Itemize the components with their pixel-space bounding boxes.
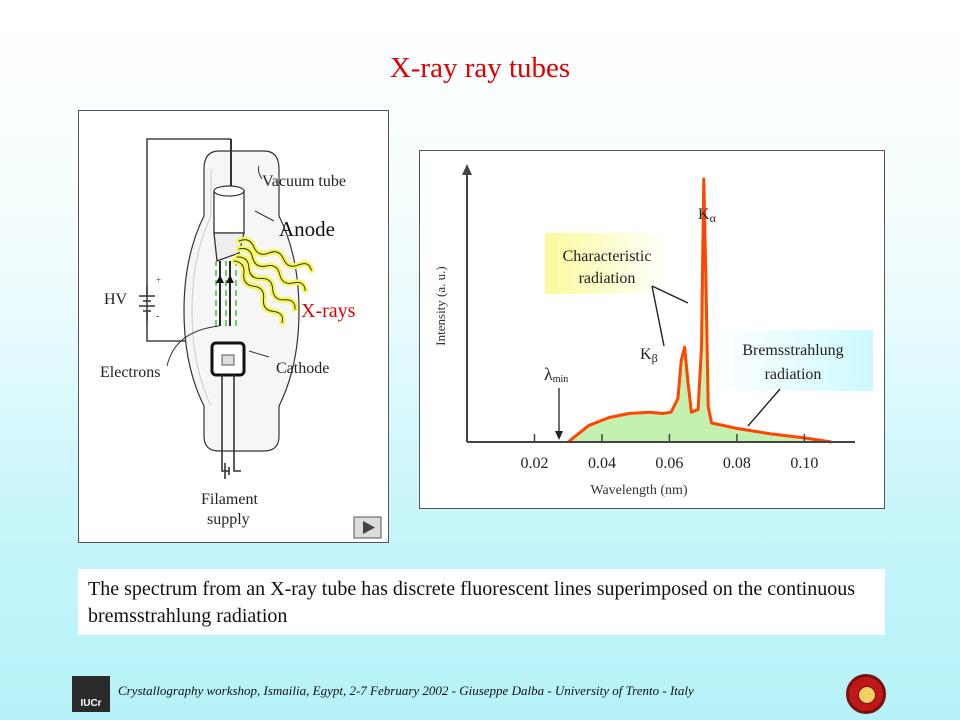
spectrum-chart-panel: 0.02 0.04 0.06 0.08 0.10 Wavelength (nm) Int… (419, 150, 885, 509)
spectrum-chart: 0.02 0.04 0.06 0.08 0.10 Wavelength (nm) Int… (433, 164, 873, 498)
k-alpha-label: Kα (698, 206, 717, 225)
cathode-label: Cathode (276, 360, 329, 377)
svg-text:-: - (156, 311, 159, 322)
spectrum-curve (567, 177, 832, 444)
x-rays-label: X-rays (301, 300, 356, 322)
iucr-logo: IUCr (72, 676, 110, 712)
electron-beams (215, 261, 237, 326)
y-axis-arrow (462, 164, 472, 175)
svg-text:+: + (156, 275, 161, 285)
x-tick-label: 0.02 (520, 455, 548, 472)
slide-title: X-ray ray tubes (389, 52, 571, 84)
footer-credit: Crystallography workshop, Ismailia, Egyp… (118, 683, 694, 698)
vacuum-tube-envelope (183, 150, 300, 452)
university-seal-logo (846, 674, 886, 714)
y-axis-label: Intensity (a. u.) (433, 266, 448, 345)
x-ray-waves (231, 236, 315, 326)
hv-circuit-wire (146, 138, 231, 342)
k-beta-label: Kβ (640, 346, 658, 365)
lambda-min-label: λmin (544, 364, 568, 385)
vacuum-tube-label: Vacuum tube (262, 173, 346, 190)
leader-lines (166, 165, 275, 367)
characteristic-arrow-kalpha (651, 285, 689, 304)
x-tick-label: 0.04 (588, 455, 616, 472)
brems-label-line1: Bremsstrahlung (742, 342, 843, 359)
characteristic-label-line2: radiation (579, 270, 636, 287)
x-axis-label: Wavelength (nm) (590, 483, 688, 498)
filament-label-line1: Filament (201, 491, 258, 508)
filament-leads (221, 375, 241, 472)
x-tick-label: 0.10 (790, 455, 818, 472)
anode-block (213, 190, 245, 234)
brems-label-box (713, 330, 873, 391)
play-icon (363, 521, 375, 534)
brems-arrow (747, 388, 781, 427)
xray-tube-drawing: + - Vacuum tube Anode HV X-rays Electron… (100, 138, 382, 539)
characteristic-label-box (545, 233, 668, 294)
play-button[interactable] (353, 516, 382, 539)
filament-label-line2: supply (207, 511, 250, 528)
xray-tube-diagram: + - Vacuum tube Anode HV X-rays Electron… (78, 110, 389, 543)
characteristic-label-line1: Characteristic (563, 248, 652, 265)
characteristic-arrow-kbeta (651, 285, 665, 347)
anode-label: Anode (279, 217, 335, 241)
brems-label-line2: radiation (765, 366, 822, 383)
hv-battery-icon: + - (139, 275, 161, 322)
caption-text: The spectrum from an X-ray tube has disc… (78, 569, 885, 635)
x-tick-label: 0.06 (655, 455, 683, 472)
hv-label: HV (104, 291, 128, 308)
electrons-label: Electrons (100, 364, 160, 381)
x-tick-label: 0.08 (723, 455, 751, 472)
